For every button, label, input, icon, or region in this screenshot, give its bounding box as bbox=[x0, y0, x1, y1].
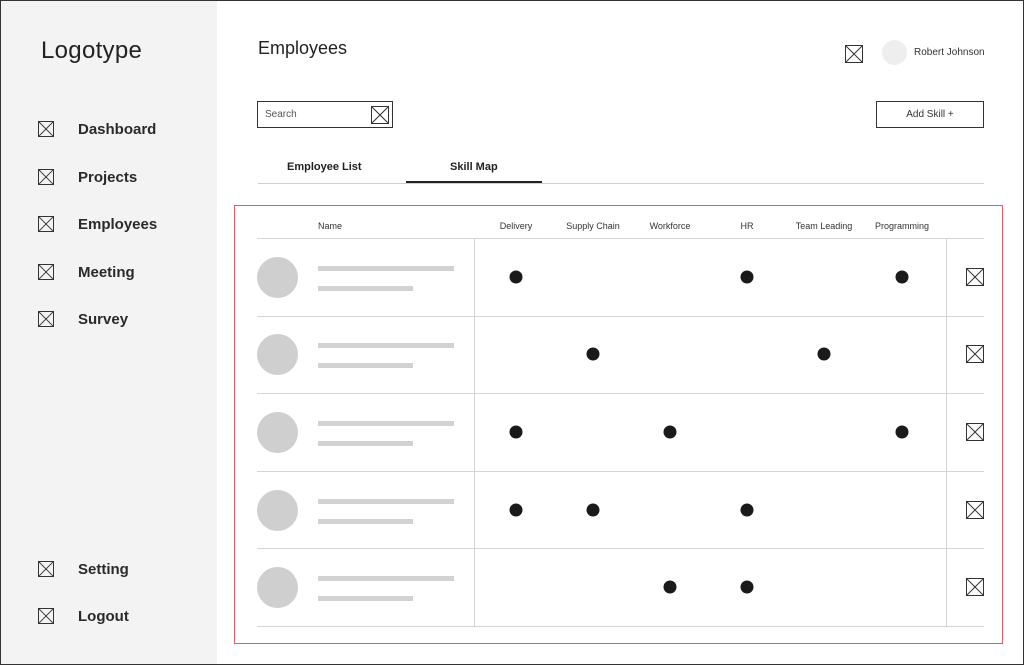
column-header-skill: Supply Chain bbox=[566, 221, 620, 231]
skill-dot bbox=[509, 425, 523, 439]
employee-name-placeholder bbox=[318, 343, 454, 348]
sidebar-item-label: Projects bbox=[78, 168, 138, 186]
column-header-skill: HR bbox=[740, 221, 754, 231]
placeholder-icon bbox=[38, 169, 54, 185]
employee-avatar bbox=[257, 490, 298, 531]
row-divider bbox=[257, 316, 984, 317]
employee-detail-placeholder bbox=[318, 441, 413, 446]
sidebar-item-label: Meeting bbox=[78, 263, 135, 281]
employee-detail-placeholder bbox=[318, 519, 413, 524]
row-action-icon[interactable] bbox=[966, 501, 984, 519]
sidebar-item-employees[interactable]: Employees bbox=[38, 212, 157, 236]
column-header-name: Name bbox=[318, 221, 343, 231]
row-divider bbox=[257, 626, 984, 627]
sidebar-item-label: Survey bbox=[78, 310, 129, 328]
skill-dot bbox=[817, 347, 831, 361]
sidebar-item-logout[interactable]: Logout bbox=[38, 604, 129, 628]
skill-dot bbox=[509, 503, 523, 517]
placeholder-icon bbox=[38, 121, 54, 137]
tabs-divider bbox=[258, 183, 984, 184]
employee-avatar bbox=[257, 334, 298, 375]
column-header-skill: Programming bbox=[874, 221, 930, 231]
notification-placeholder-icon[interactable] bbox=[845, 45, 863, 63]
employee-avatar bbox=[257, 567, 298, 608]
column-divider bbox=[474, 238, 475, 626]
column-divider bbox=[946, 238, 947, 626]
search-placeholder: Search bbox=[265, 109, 297, 120]
search-input[interactable]: Search bbox=[257, 101, 393, 128]
employee-name-placeholder bbox=[318, 576, 454, 581]
sidebar-item-label: Logout bbox=[78, 607, 129, 625]
sidebar-item-label: Employees bbox=[78, 215, 158, 233]
employee-name-placeholder bbox=[318, 421, 454, 426]
user-name[interactable]: Robert Johnson bbox=[914, 47, 985, 58]
placeholder-icon bbox=[38, 216, 54, 232]
search-icon[interactable] bbox=[371, 105, 389, 124]
sidebar-item-meeting[interactable]: Meeting bbox=[38, 260, 135, 284]
selection-outline bbox=[234, 205, 1003, 644]
employee-detail-placeholder bbox=[318, 596, 413, 601]
skill-dot bbox=[509, 270, 523, 284]
avatar[interactable] bbox=[882, 40, 907, 65]
row-action-icon[interactable] bbox=[966, 268, 984, 286]
employee-detail-placeholder bbox=[318, 286, 413, 291]
skill-dot bbox=[663, 580, 677, 594]
row-divider bbox=[257, 238, 984, 239]
employee-avatar bbox=[257, 257, 298, 298]
sidebar-item-projects[interactable]: Projects bbox=[38, 165, 137, 189]
placeholder-icon bbox=[38, 264, 54, 280]
skill-dot bbox=[740, 580, 754, 594]
skill-dot bbox=[740, 270, 754, 284]
placeholder-icon bbox=[38, 608, 54, 624]
skill-dot bbox=[895, 270, 909, 284]
row-action-icon[interactable] bbox=[966, 345, 984, 363]
active-tab-indicator bbox=[406, 181, 542, 183]
skill-dot bbox=[586, 347, 600, 361]
sidebar-item-survey[interactable]: Survey bbox=[38, 307, 128, 331]
sidebar-item-label: Dashboard bbox=[78, 120, 157, 138]
column-header-skill: Workforce bbox=[649, 221, 691, 231]
row-action-icon[interactable] bbox=[966, 578, 984, 596]
add-skill-button[interactable]: Add Skill + bbox=[876, 101, 984, 128]
row-divider bbox=[257, 471, 984, 472]
tab-employee-list[interactable]: Employee List bbox=[287, 161, 362, 173]
sidebar-item-setting[interactable]: Setting bbox=[38, 557, 129, 581]
column-header-skill: Delivery bbox=[499, 221, 533, 231]
skill-dot bbox=[895, 425, 909, 439]
row-action-icon[interactable] bbox=[966, 423, 984, 441]
employee-name-placeholder bbox=[318, 499, 454, 504]
column-header-skill: Team Leading bbox=[795, 221, 853, 231]
tab-skill-map[interactable]: Skill Map bbox=[450, 161, 498, 173]
logo: Logotype bbox=[41, 37, 143, 64]
employee-avatar bbox=[257, 412, 298, 453]
employee-name-placeholder bbox=[318, 266, 454, 271]
sidebar-item-label: Setting bbox=[78, 560, 129, 578]
row-divider bbox=[257, 548, 984, 549]
skill-dot bbox=[586, 503, 600, 517]
sidebar-item-dashboard[interactable]: Dashboard bbox=[38, 117, 156, 141]
placeholder-icon bbox=[38, 311, 54, 327]
sidebar: Logotype bbox=[1, 1, 217, 664]
page-title: Employees bbox=[258, 38, 348, 58]
employee-detail-placeholder bbox=[318, 363, 413, 368]
row-divider bbox=[257, 393, 984, 394]
placeholder-icon bbox=[38, 561, 54, 577]
skill-dot bbox=[740, 503, 754, 517]
skill-dot bbox=[663, 425, 677, 439]
